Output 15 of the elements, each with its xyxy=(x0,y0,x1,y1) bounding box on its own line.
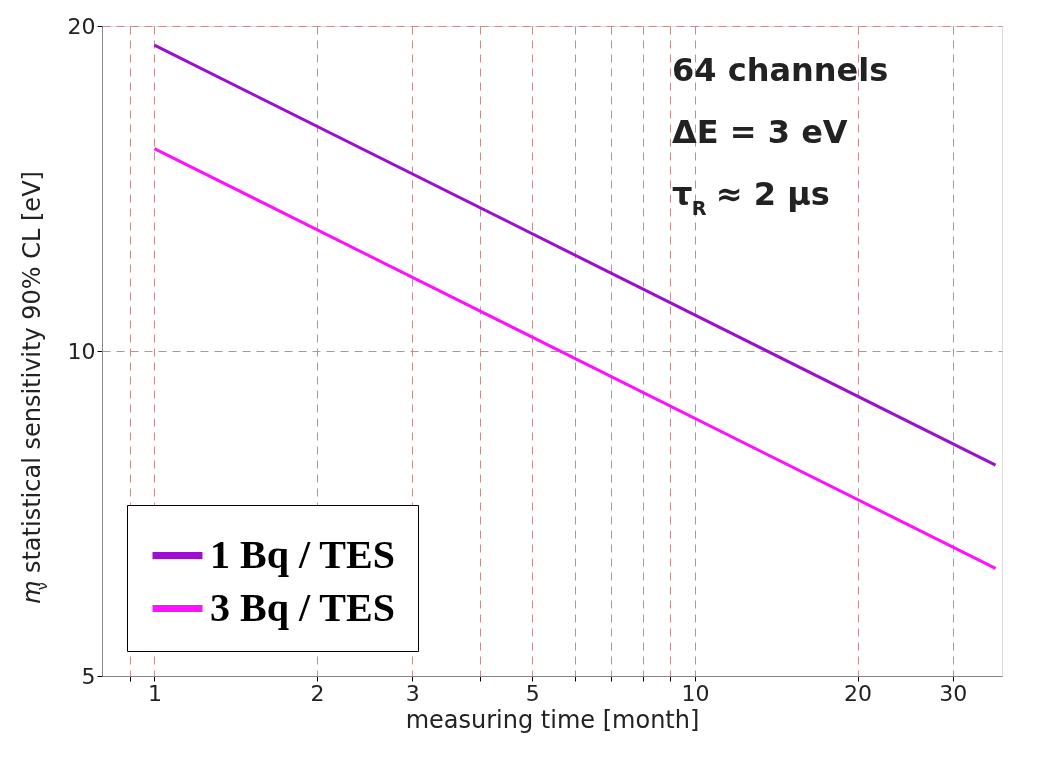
x-tick-label: 30 xyxy=(939,680,968,706)
legend-label: 1 Bq / TES xyxy=(210,531,395,577)
y-tick-label: 5 xyxy=(81,663,96,689)
y-tick-label: 10 xyxy=(67,338,96,364)
x-tick-label: 5 xyxy=(525,680,540,706)
x-tick-label: 20 xyxy=(844,680,873,706)
legend-label: 3 Bq / TES xyxy=(210,584,395,630)
annotation: ΔE = 3 eV xyxy=(672,113,848,151)
x-tick-label: 2 xyxy=(310,680,325,706)
annotation: 64 channels xyxy=(672,51,889,89)
x-axis-title: measuring time [month] xyxy=(405,705,700,734)
x-tick-label: 3 xyxy=(405,680,420,706)
x-tick-label: 1 xyxy=(147,680,162,706)
y-tick-label: 20 xyxy=(67,13,96,39)
x-tick-label: 10 xyxy=(681,680,710,706)
